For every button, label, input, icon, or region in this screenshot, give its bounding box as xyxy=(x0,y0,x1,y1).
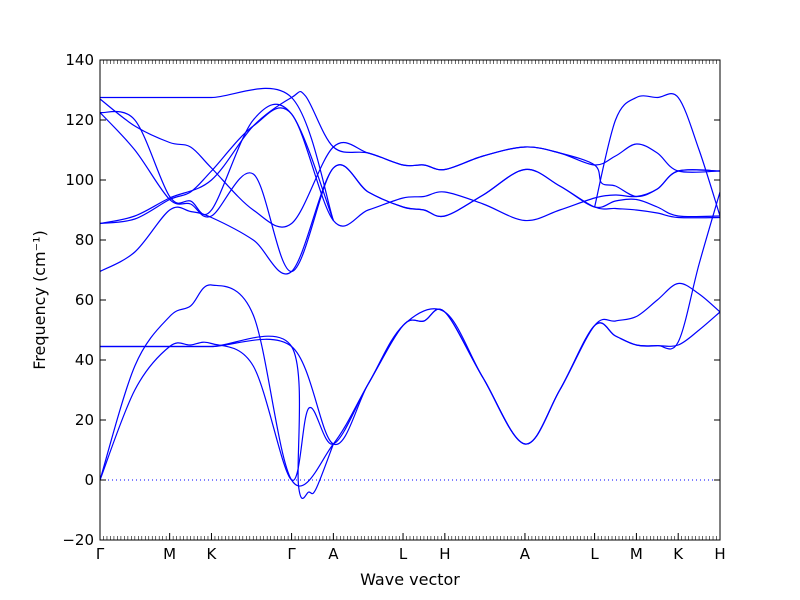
band-line-5 xyxy=(99,164,721,275)
band-line-7 xyxy=(99,107,721,227)
x-kpoint-label: A xyxy=(520,545,531,563)
plot-frame xyxy=(99,59,721,541)
band-line-12 xyxy=(594,93,721,217)
y-tick-label: 120 xyxy=(65,111,94,129)
y-tick-label: 140 xyxy=(65,51,94,69)
series-layer xyxy=(99,87,721,500)
x-kpoint-label: H xyxy=(439,545,450,563)
y-tick-label: −20 xyxy=(62,531,94,549)
band-line-2 xyxy=(99,308,721,481)
axes-frame-layer xyxy=(99,59,721,541)
x-kpoint-label: Γ xyxy=(96,545,105,563)
band-line-4 xyxy=(99,191,721,445)
x-kpoint-label: K xyxy=(673,545,684,563)
band-line-1 xyxy=(99,282,721,487)
band-line-6 xyxy=(99,112,721,273)
x-kpoint-label: L xyxy=(399,545,408,563)
y-tick-label: 0 xyxy=(84,471,94,489)
y-tick-label: 80 xyxy=(75,231,94,249)
x-kpoint-label: K xyxy=(207,545,218,563)
x-kpoint-label: H xyxy=(714,545,725,563)
y-tick-label: 60 xyxy=(75,291,94,309)
band-line-3 xyxy=(99,335,334,500)
x-kpoint-label: M xyxy=(163,545,176,563)
x-kpoint-label: A xyxy=(328,545,339,563)
x-axis-label: Wave vector xyxy=(360,570,460,589)
y-tick-label: 20 xyxy=(75,411,94,429)
x-kpoint-label: Γ xyxy=(287,545,296,563)
y-axis-label: Frequency (cm⁻¹) xyxy=(30,230,49,369)
band-line-9 xyxy=(99,98,721,228)
x-kpoint-label: L xyxy=(590,545,599,563)
y-tick-label: 100 xyxy=(65,171,94,189)
y-ticks-layer: −20 0 20 40 60 80 100 120 140 xyxy=(62,51,720,549)
band-line-11 xyxy=(100,87,334,221)
band-line-8 xyxy=(99,103,334,221)
y-tick-label: 40 xyxy=(75,351,94,369)
band-line-10 xyxy=(99,90,721,225)
x-kpoint-label: M xyxy=(630,545,643,563)
